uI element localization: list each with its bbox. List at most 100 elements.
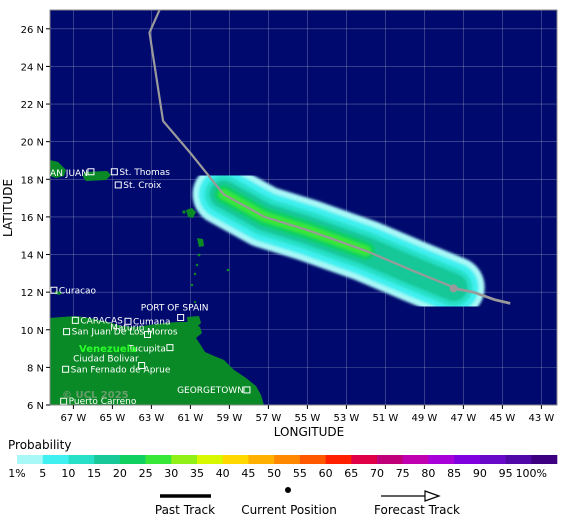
- city-marker: [177, 314, 185, 322]
- city-cumana: Cumana: [124, 317, 171, 327]
- city-georgetown: GEORGETOWN: [177, 386, 251, 396]
- colorbar-swatch: [454, 455, 481, 464]
- city-san-juan-de-los-morros: San Juan De Los Morros: [63, 328, 178, 338]
- lon-tick-label: 51 W: [373, 413, 399, 424]
- lon-tick-label: 57 W: [256, 413, 282, 424]
- colorbar-label: 15: [87, 467, 101, 480]
- city-label: San Fernado de Aprue: [71, 365, 171, 375]
- city-label: Curacao: [59, 286, 97, 296]
- city-markers: SAN JUAN St. Thomas St. Croix Curacao PORT O…: [44, 168, 251, 405]
- colorbar-label: 70: [370, 467, 384, 480]
- city-puerto-carreno: Puerto Carreno: [60, 397, 137, 405]
- city-label: CARACAS: [80, 316, 123, 326]
- city-marker: [63, 328, 71, 336]
- city-label: San Juan De Los Morros: [72, 328, 178, 338]
- map-content: SAN JUAN St. Thomas St. Croix Curacao PORT O…: [44, 10, 557, 405]
- city-marker: [144, 330, 151, 338]
- lat-tick-label: 12 N: [21, 288, 44, 299]
- colorbar-swatch: [68, 455, 95, 464]
- small-island: [193, 272, 197, 276]
- colorbar-swatch: [171, 455, 198, 464]
- colorbar-label: 45: [241, 467, 255, 480]
- city-maturin: Maturin: [110, 323, 151, 338]
- martinique-island: [197, 238, 204, 247]
- current-position-legend-label: Current Position: [241, 503, 337, 517]
- city-label: Tucupita: [127, 345, 166, 355]
- small-island: [195, 263, 199, 267]
- city-label: PORT OF SPAIN: [141, 304, 209, 314]
- colorbar-label: 35: [190, 467, 204, 480]
- colorbar-swatch: [274, 455, 301, 464]
- colorbar-label: 20: [113, 467, 127, 480]
- lat-tick-label: 8 N: [27, 363, 44, 374]
- puerto-rico-island: [83, 171, 111, 181]
- colorbar-swatch: [428, 455, 455, 464]
- colorbar-label: 95: [499, 467, 513, 480]
- small-island: [190, 283, 194, 287]
- lat-tick-label: 14 N: [21, 251, 44, 262]
- city-san-fernado-de-aprue: San Fernado de Aprue: [62, 365, 171, 375]
- colorbar-label: 30: [164, 467, 178, 480]
- probability-legend-title: Probability: [8, 438, 71, 452]
- colorbar-label: 80: [421, 467, 435, 480]
- city-label: Ciudad Bolivar: [73, 355, 139, 365]
- colorbar-swatch: [197, 455, 224, 464]
- colorbar-swatch: [94, 455, 121, 464]
- city-san-juan: SAN JUAN: [44, 168, 95, 179]
- colorbar-label: 10: [61, 467, 75, 480]
- lon-tick-label: 55 W: [295, 413, 321, 424]
- colorbar-label: 90: [473, 467, 487, 480]
- colorbar-swatch: [248, 455, 275, 464]
- city-label: GEORGETOWN: [177, 386, 244, 396]
- city-marker: [110, 168, 118, 176]
- longitude-axis: 67 W 65 W 63 W 61 W 59 W 57 W 55 W 53 W 51 W 49 W…: [61, 405, 554, 424]
- small-island: [197, 253, 201, 257]
- lon-tick-label: 47 W: [451, 413, 477, 424]
- colorbar-swatch: [145, 455, 172, 464]
- colorbar-label: 65: [344, 467, 358, 480]
- colorbar-swatch: [222, 455, 249, 464]
- lat-tick-label: 10 N: [21, 326, 44, 337]
- city-tucupita: Tucupita: [127, 344, 174, 355]
- current-position-marker: [449, 284, 458, 293]
- city-curacao: Curacao: [50, 286, 97, 296]
- lon-tick-label: 53 W: [334, 413, 360, 424]
- colorbar-label: 55: [293, 467, 307, 480]
- small-island: [182, 210, 186, 214]
- colorbar-label: 50: [267, 467, 281, 480]
- lon-tick-label: 67 W: [61, 413, 87, 424]
- guadeloupe-island: [186, 208, 196, 218]
- city-marker: [124, 317, 132, 325]
- city-marker: [60, 397, 68, 405]
- city-marker: [243, 386, 251, 394]
- city-port-of-spain: PORT OF SPAIN: [141, 304, 209, 322]
- lat-tick-label: 26 N: [21, 25, 44, 36]
- city-marker: [62, 365, 70, 373]
- past-track-legend-label: Past Track: [155, 503, 215, 517]
- colorbar-swatch: [351, 455, 378, 464]
- colorbar-swatch: [531, 455, 558, 464]
- city-label: Cumana: [133, 317, 171, 327]
- lat-tick-label: 16 N: [21, 213, 44, 224]
- colorbar-swatch: [119, 455, 146, 464]
- lat-tick-label: 18 N: [21, 175, 44, 186]
- map-frame: [49, 9, 558, 406]
- colorbar-label: 75: [396, 467, 410, 480]
- city-label: St. Croix: [123, 181, 162, 191]
- lat-tick-label: 22 N: [21, 100, 44, 111]
- current-position-legend-dot: [285, 487, 291, 493]
- colorbar-swatch: [42, 455, 69, 464]
- colorbar-label: 25: [139, 467, 153, 480]
- city-label: SAN JUAN: [44, 169, 88, 179]
- lon-tick-label: 61 W: [178, 413, 204, 424]
- colorbar-swatch: [299, 455, 326, 464]
- forecast-track-legend-label: Forecast Track: [374, 503, 460, 517]
- colorbar-swatch: [479, 455, 506, 464]
- colorbar-swatch: [377, 455, 404, 464]
- city-marker: [138, 362, 146, 369]
- colorbar-label: 100%: [516, 467, 547, 480]
- past-track-line: [148, 10, 455, 289]
- copyright-watermark: © UCL 2025: [62, 390, 129, 401]
- small-island: [226, 268, 230, 272]
